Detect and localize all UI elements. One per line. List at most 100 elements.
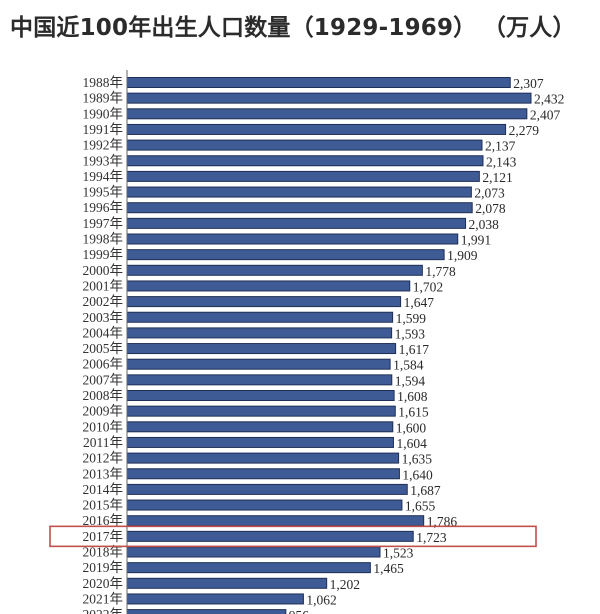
- category-tick-label: 2004年: [83, 325, 124, 340]
- bar-value-label: 2,038: [469, 217, 500, 232]
- bar-value-label: 1,778: [425, 264, 456, 279]
- bar-value-label: 1,594: [395, 373, 426, 388]
- bar-value-label: 1,584: [393, 358, 424, 373]
- bar-value-label: 1,647: [404, 295, 435, 310]
- bar-value-label: 1,635: [402, 452, 433, 467]
- bar: [126, 186, 472, 198]
- highlight-box: [49, 525, 537, 548]
- category-tick-label: 2012年: [83, 451, 124, 466]
- category-tick-label: 2015年: [83, 498, 124, 513]
- bar: [126, 202, 473, 214]
- bar-value-label: 1,062: [306, 592, 336, 607]
- bar-value-label: 1,615: [398, 405, 429, 420]
- bar: [126, 562, 371, 574]
- category-tick-label: 2005年: [83, 341, 124, 356]
- category-tick-label: 1990年: [83, 106, 124, 121]
- bar-value-label: 1,465: [373, 561, 404, 576]
- category-tick-label: 1995年: [83, 185, 124, 200]
- bar: [126, 483, 408, 495]
- category-tick-label: 1997年: [83, 216, 124, 231]
- bar: [126, 170, 480, 182]
- category-tick-label: 2022年: [83, 607, 124, 614]
- bar: [126, 546, 381, 558]
- bar: [126, 593, 304, 605]
- bar-value-label: 1,600: [396, 420, 427, 435]
- chart-unit: （万人）: [494, 15, 576, 41]
- bar-value-label: 1,655: [405, 499, 436, 514]
- bar-value-label: 1,604: [396, 436, 427, 451]
- bar: [126, 280, 411, 292]
- category-tick-label: 1996年: [83, 200, 124, 215]
- bar-value-label: 2,307: [513, 76, 544, 91]
- bar-value-label: 2,279: [509, 123, 540, 138]
- category-tick-label: 2017年: [83, 529, 124, 544]
- bar-value-label: 1,640: [402, 467, 433, 482]
- category-tick-label: 2018年: [83, 545, 124, 560]
- bar: [126, 421, 394, 433]
- bar: [126, 452, 400, 464]
- category-tick-label: 2007年: [83, 372, 124, 387]
- bar: [126, 264, 423, 276]
- bar: [126, 436, 394, 448]
- bar: [126, 390, 395, 401]
- bar-value-label: 1,599: [396, 311, 427, 326]
- bar: [126, 249, 445, 261]
- bar: [126, 311, 394, 323]
- bar-value-label: 1,702: [413, 279, 443, 294]
- category-tick-label: 2008年: [83, 388, 124, 403]
- bar: [126, 499, 403, 511]
- bar-value-label: 2,143: [486, 154, 517, 169]
- bar: [126, 468, 400, 480]
- bar: [126, 358, 391, 370]
- category-tick-label: 1992年: [83, 138, 124, 153]
- bar-value-label: 2,432: [534, 92, 564, 107]
- bar-value-label: 956: [289, 608, 310, 614]
- bar-value-label: 2,078: [475, 201, 506, 216]
- category-tick-label: 2000年: [83, 263, 124, 278]
- category-tick-label: 2011年: [83, 435, 123, 450]
- bar: [126, 139, 483, 151]
- bar: [126, 217, 467, 229]
- bar: [126, 343, 397, 355]
- bar-value-label: 2,073: [474, 186, 505, 201]
- bar: [126, 609, 287, 614]
- bars-layer: 1988年 2,307 1989年 2,432 1990年 2,407 1991年 2,279…: [83, 75, 564, 614]
- category-tick-label: 2003年: [83, 310, 124, 325]
- bar-value-label: 1,593: [395, 326, 426, 341]
- bar-value-label: 1,991: [461, 233, 491, 248]
- bar-value-label: 1,617: [399, 342, 430, 357]
- bar: [126, 155, 484, 167]
- bar: [126, 233, 459, 245]
- category-tick-label: 2013年: [83, 466, 124, 481]
- category-tick-label: 2001年: [83, 278, 124, 293]
- category-tick-label: 2016年: [83, 513, 124, 528]
- bar: [126, 92, 532, 104]
- category-tick-label: 1993年: [83, 153, 124, 168]
- bar-value-label: 1,687: [410, 483, 441, 498]
- chart-title-text: 中国近100年出生人口数量（1929-1969）: [10, 15, 477, 41]
- category-tick-label: 1999年: [83, 247, 124, 262]
- category-tick-label: 2006年: [83, 357, 124, 372]
- bar: [126, 123, 507, 135]
- category-tick-label: 2021年: [83, 591, 124, 606]
- bar: [126, 530, 414, 542]
- chart-title: 中国近100年出生人口数量（1929-1969） （万人）: [10, 8, 595, 48]
- bar-value-label: 2,137: [485, 139, 516, 154]
- category-tick-label: 1994年: [83, 169, 124, 184]
- bar: [126, 77, 511, 88]
- bar: [126, 577, 328, 589]
- category-tick-label: 2009年: [83, 404, 124, 419]
- bar-value-label: 2,407: [530, 107, 561, 122]
- bar-value-label: 1,786: [427, 514, 458, 529]
- category-tick-label: 1989年: [83, 91, 124, 106]
- category-tick-label: 1988年: [83, 75, 124, 90]
- bar: [126, 515, 425, 527]
- category-tick-label: 1998年: [83, 232, 124, 247]
- bar: [126, 374, 393, 386]
- category-tick-label: 2002年: [83, 294, 124, 309]
- bar-value-label: 1,909: [447, 248, 478, 263]
- bar: [126, 296, 402, 308]
- bar-value-label: 1,523: [383, 546, 414, 561]
- category-tick-label: 2019年: [83, 560, 124, 575]
